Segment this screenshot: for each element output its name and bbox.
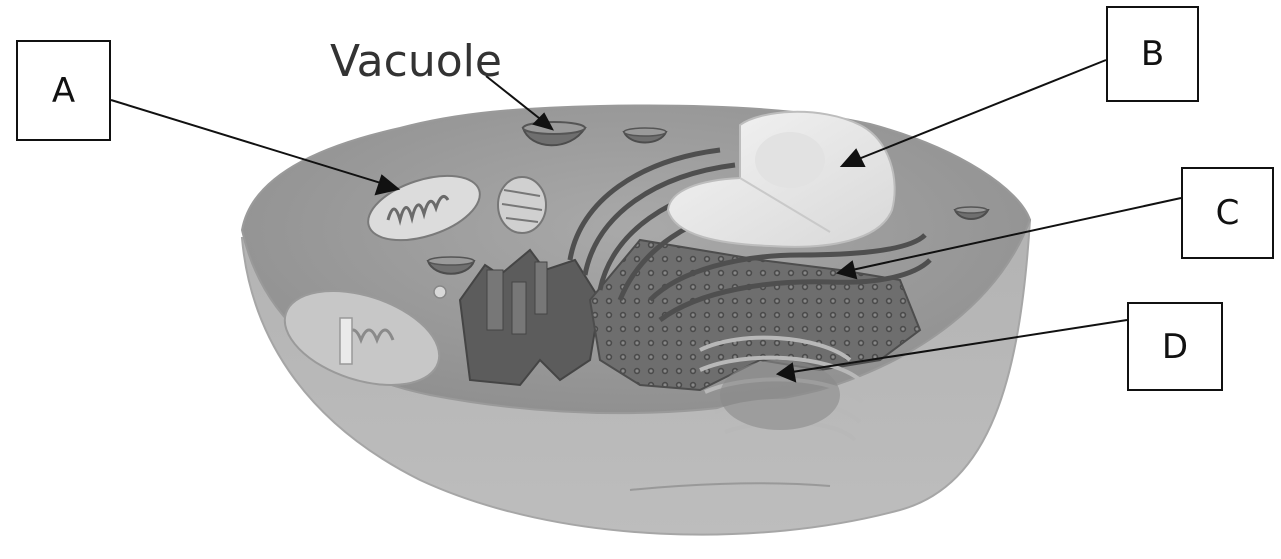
pointer-vacuole-head xyxy=(532,112,554,131)
nucleus xyxy=(666,110,896,248)
pointer-vacuole-line xyxy=(485,75,545,123)
label-box-b: B xyxy=(1106,6,1199,102)
pointer-a-head xyxy=(374,174,401,196)
smooth-er xyxy=(458,248,602,387)
pointer-d-head xyxy=(775,362,797,383)
label-box-c: C xyxy=(1181,167,1274,259)
golgi-core xyxy=(720,360,840,430)
label-box-a: A xyxy=(16,40,111,141)
pointer-b-line xyxy=(855,59,1107,161)
label-d: D xyxy=(1161,326,1189,367)
pointer-c-line xyxy=(851,197,1182,271)
mitochondrion-lower xyxy=(283,290,441,386)
vacuole-bowls xyxy=(426,121,990,275)
label-b: B xyxy=(1140,34,1165,74)
pointer-b-head xyxy=(839,148,866,167)
pointer-d-line xyxy=(791,319,1128,373)
vacuole-label: Vacuole xyxy=(330,36,502,87)
pointer-c-head xyxy=(835,260,858,280)
cell-crease xyxy=(629,482,831,491)
pointer-a-line xyxy=(110,99,385,185)
label-box-d: D xyxy=(1127,302,1223,391)
centriole xyxy=(497,176,547,234)
label-a: A xyxy=(51,70,76,111)
bubble xyxy=(433,285,447,299)
pointer-lines xyxy=(110,59,1182,383)
mitochondrion xyxy=(367,174,481,242)
label-c: C xyxy=(1215,193,1240,233)
